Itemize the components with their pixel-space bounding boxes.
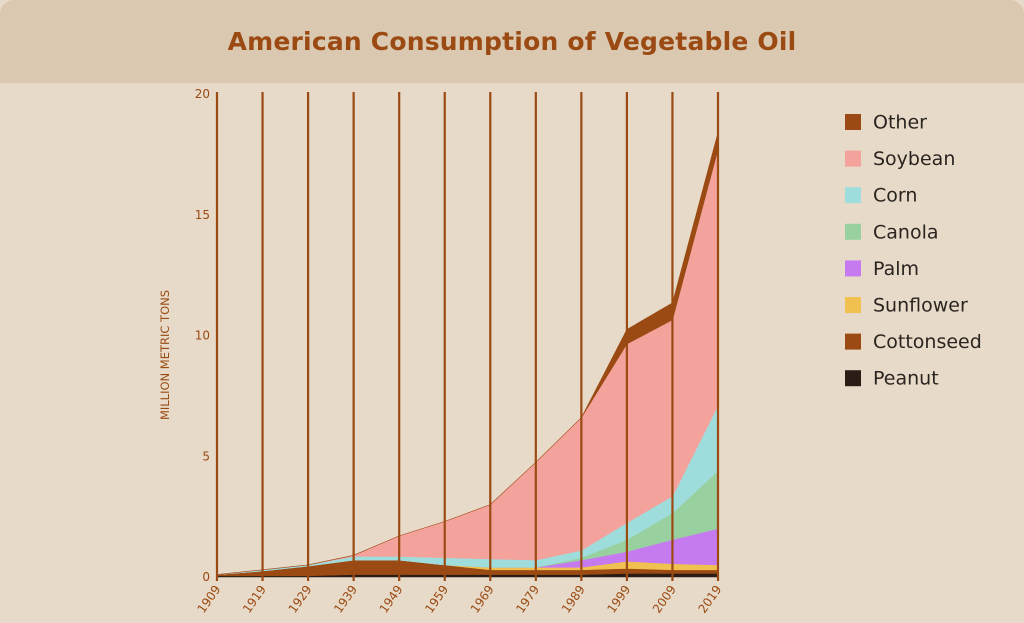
legend-item-sunflower: Sunflower bbox=[845, 295, 968, 317]
gridlines bbox=[215, 92, 720, 581]
x-tick-label: 1939 bbox=[331, 583, 360, 616]
x-tick-label: 1969 bbox=[468, 583, 497, 616]
x-axis-ticks: 1909 1919 1929 1939 1949 1959 1969 1979 1989 1999… bbox=[194, 583, 724, 616]
legend-label: Other bbox=[873, 112, 927, 134]
x-tick-label: 1979 bbox=[513, 583, 542, 616]
legend-label: Palm bbox=[873, 258, 919, 280]
y-axis-label: MILLION METRIC TONS bbox=[158, 290, 172, 420]
y-axis-ticks: 0 5 10 15 20 bbox=[195, 87, 210, 584]
legend-item-peanut: Peanut bbox=[845, 368, 939, 390]
legend-label: Soybean bbox=[873, 148, 955, 170]
x-tick-label: 1999 bbox=[604, 583, 633, 616]
x-tick-label: 2019 bbox=[695, 583, 724, 616]
legend-label: Corn bbox=[873, 185, 917, 207]
legend-swatch bbox=[845, 297, 861, 313]
x-tick-label: 1909 bbox=[194, 583, 223, 616]
legend-item-other: Other bbox=[845, 112, 927, 134]
y-tick-label: 20 bbox=[195, 87, 210, 101]
x-tick-label: 1989 bbox=[559, 583, 588, 616]
legend-label: Canola bbox=[873, 221, 939, 243]
chart-header: American Consumption of Vegetable Oil bbox=[0, 0, 1024, 83]
x-tick-label: 1949 bbox=[377, 583, 406, 616]
legend-swatch bbox=[845, 223, 861, 240]
legend-item-palm: Palm bbox=[845, 258, 919, 280]
y-tick-label: 0 bbox=[202, 570, 210, 584]
legend-swatch bbox=[845, 370, 861, 387]
legend-swatch bbox=[845, 333, 861, 350]
x-tick-label: 1959 bbox=[422, 583, 451, 616]
x-tick-label: 2009 bbox=[650, 583, 679, 616]
y-tick-label: 5 bbox=[202, 449, 210, 463]
legend: Other Soybean Corn Canola Palm Sunflower Cotto… bbox=[845, 112, 982, 390]
chart-title: American Consumption of Vegetable Oil bbox=[227, 27, 797, 56]
legend-label: Sunflower bbox=[873, 295, 968, 317]
legend-swatch bbox=[845, 150, 861, 167]
legend-item-soybean: Soybean bbox=[845, 148, 955, 170]
legend-swatch bbox=[845, 260, 861, 277]
y-tick-label: 10 bbox=[195, 329, 210, 343]
legend-label: Cottonseed bbox=[873, 331, 982, 353]
area-soybean bbox=[216, 149, 719, 575]
legend-label: Peanut bbox=[873, 368, 939, 390]
x-tick-label: 1919 bbox=[240, 583, 269, 616]
x-tick-label: 1929 bbox=[286, 583, 315, 616]
legend-swatch bbox=[845, 187, 861, 204]
legend-swatch bbox=[845, 114, 861, 130]
y-tick-label: 15 bbox=[195, 208, 210, 222]
area-layer bbox=[216, 132, 719, 578]
legend-item-canola: Canola bbox=[845, 221, 939, 243]
legend-item-corn: Corn bbox=[845, 185, 917, 207]
legend-item-cottonseed: Cottonseed bbox=[845, 331, 982, 353]
